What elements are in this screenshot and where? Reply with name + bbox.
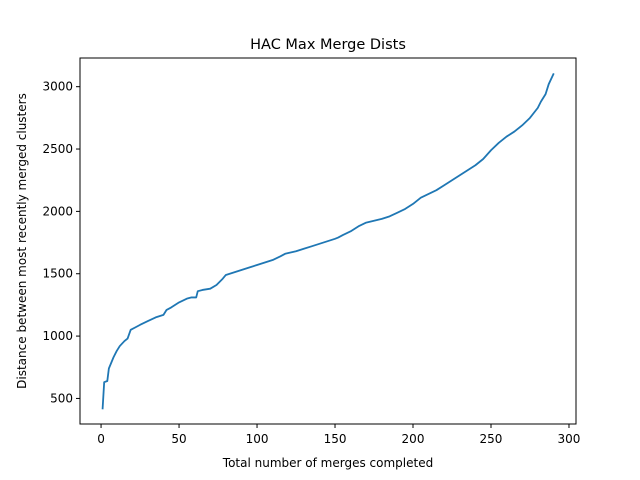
plot-frame (79, 57, 577, 425)
x-axis-ticks: 0 50 100 150 200 250 300 (97, 424, 580, 446)
y-tick-label: 500 (50, 391, 73, 405)
x-tick-label: 0 (97, 432, 105, 446)
x-tick-label: 100 (246, 432, 269, 446)
x-tick-label: 50 (171, 432, 186, 446)
x-tick-label: 150 (324, 432, 347, 446)
y-tick-label: 2000 (42, 204, 73, 218)
y-tick-label: 1500 (42, 267, 73, 281)
y-tick-label: 1000 (42, 329, 73, 343)
x-tick-label: 300 (558, 432, 581, 446)
y-tick-label: 2500 (42, 142, 73, 156)
y-axis-ticks: 500 1000 1500 2000 2500 3000 (42, 80, 80, 405)
series-line (101, 73, 555, 410)
x-tick-label: 250 (480, 432, 503, 446)
y-axis-label: Distance between most recently merged cl… (15, 93, 29, 389)
x-axis-label: Total number of merges completed (222, 456, 433, 470)
x-tick-label: 200 (402, 432, 425, 446)
y-tick-label: 3000 (42, 80, 73, 94)
chart-title: HAC Max Merge Dists (250, 37, 406, 53)
